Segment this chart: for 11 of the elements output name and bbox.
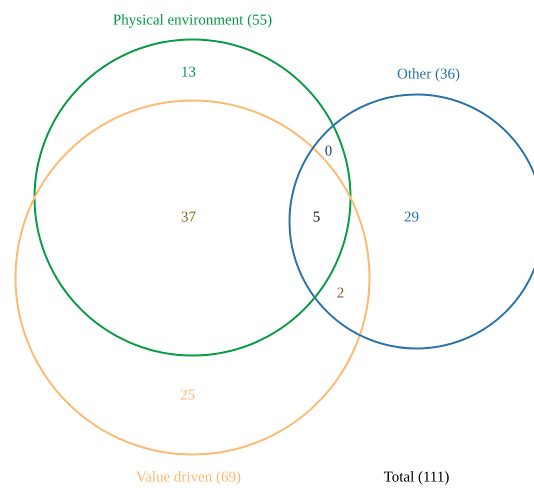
text: Other (36) <box>397 66 460 82</box>
data-label: 5 <box>312 210 320 226</box>
data-label: 0 <box>324 144 332 160</box>
data-label: 13 <box>181 64 196 80</box>
data-label: 29 <box>404 210 419 226</box>
text: Value driven (69) <box>136 470 241 486</box>
text: Total (111) <box>384 470 450 486</box>
data-label: 37 <box>181 210 196 226</box>
text: Physical environment (55) <box>112 12 272 28</box>
data-label: 2 <box>336 286 344 302</box>
data-label: 25 <box>180 388 195 404</box>
